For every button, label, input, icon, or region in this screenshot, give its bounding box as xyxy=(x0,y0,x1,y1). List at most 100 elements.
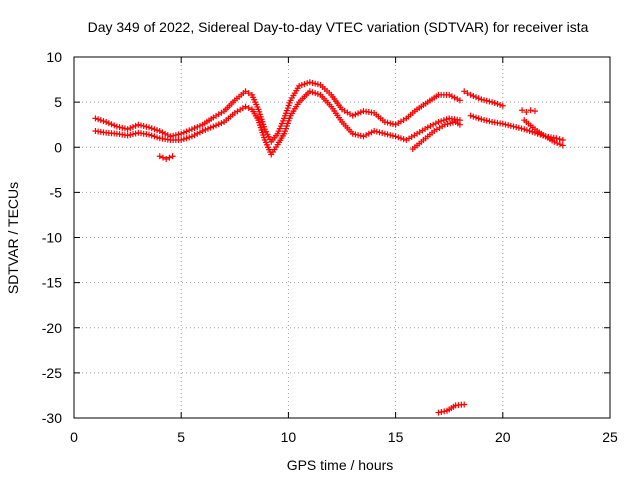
data-point xyxy=(556,136,563,143)
data-point xyxy=(486,98,493,105)
y-axis-label: SDTVAR / TECUs xyxy=(5,182,21,294)
data-point xyxy=(376,129,383,136)
gridlines xyxy=(74,57,610,418)
data-point xyxy=(461,88,468,95)
data-point xyxy=(551,138,558,145)
data-point xyxy=(478,116,485,123)
data-point xyxy=(188,126,195,133)
data-point xyxy=(389,132,396,139)
data-point xyxy=(178,137,185,144)
data-point xyxy=(400,136,407,143)
data-point xyxy=(519,107,526,114)
data-point xyxy=(365,130,372,137)
data-point xyxy=(451,94,458,101)
data-point xyxy=(178,130,185,137)
x-tick-label: 25 xyxy=(602,429,618,445)
data-point xyxy=(497,101,504,108)
data-point xyxy=(373,128,380,135)
data-point xyxy=(523,127,530,134)
data-point xyxy=(162,130,169,137)
data-point xyxy=(196,122,203,129)
x-tick-label: 20 xyxy=(495,429,511,445)
data-point xyxy=(314,91,321,98)
data-point xyxy=(513,124,520,131)
series-track-d xyxy=(461,88,506,109)
data-point xyxy=(314,81,321,88)
data-point xyxy=(180,136,187,143)
data-point xyxy=(470,113,477,120)
data-point xyxy=(357,132,364,139)
data-point xyxy=(154,127,161,134)
data-point xyxy=(163,155,170,162)
data-point xyxy=(124,126,131,133)
data-point xyxy=(521,126,528,133)
data-point xyxy=(105,120,112,127)
data-point xyxy=(146,124,153,131)
y-tick-label: -30 xyxy=(42,410,62,426)
data-point xyxy=(449,119,456,126)
data-point xyxy=(444,121,451,128)
data-point xyxy=(156,128,163,135)
data-point xyxy=(135,121,142,128)
data-point xyxy=(363,132,370,139)
y-tick-label: -10 xyxy=(42,230,62,246)
data-point xyxy=(384,131,391,138)
data-point xyxy=(108,121,115,128)
data-point xyxy=(427,123,434,130)
data-point xyxy=(435,118,442,125)
data-point xyxy=(454,95,461,102)
data-point xyxy=(175,131,182,138)
data-point xyxy=(218,120,225,127)
x-tick-label: 15 xyxy=(388,429,404,445)
data-point xyxy=(461,401,468,408)
data-point xyxy=(349,112,356,119)
data-point xyxy=(309,79,316,86)
series-track-b xyxy=(92,88,463,158)
data-point xyxy=(371,128,378,135)
data-point xyxy=(483,97,490,104)
data-point xyxy=(138,122,144,129)
data-point xyxy=(111,122,118,129)
data-point xyxy=(129,123,136,130)
data-point xyxy=(349,130,356,137)
data-point xyxy=(97,117,104,124)
data-point xyxy=(499,102,506,109)
y-tick-label: 0 xyxy=(54,139,62,155)
data-point xyxy=(473,114,479,121)
series-track-i xyxy=(435,401,468,416)
data-point xyxy=(523,109,530,116)
data-point xyxy=(159,129,166,136)
data-point xyxy=(202,126,209,133)
data-point xyxy=(360,133,367,140)
data-point xyxy=(470,93,477,100)
data-point xyxy=(355,110,362,117)
y-tick-label: -25 xyxy=(42,365,62,381)
data-point xyxy=(127,125,134,132)
data-point xyxy=(432,120,439,127)
data-point xyxy=(430,121,437,128)
data-point xyxy=(306,88,313,95)
data-point xyxy=(456,97,463,104)
data-point xyxy=(245,90,252,97)
data-point xyxy=(194,123,201,130)
data-point xyxy=(191,125,198,132)
data-point xyxy=(148,125,155,132)
data-point xyxy=(199,128,206,135)
data-point xyxy=(194,130,201,137)
data-point xyxy=(113,123,120,130)
data-point xyxy=(464,90,471,97)
data-point xyxy=(559,142,566,149)
data-point xyxy=(494,100,501,107)
data-point xyxy=(352,111,359,118)
chart-title: Day 349 of 2022, Sidereal Day-to-day VTE… xyxy=(88,19,589,35)
x-axis-label: GPS time / hours xyxy=(287,457,394,473)
data-point xyxy=(446,91,453,98)
data-point xyxy=(554,140,561,147)
data-point xyxy=(159,154,166,161)
data-point xyxy=(301,81,308,88)
data-point xyxy=(389,121,396,128)
data-point xyxy=(169,153,176,160)
data-point xyxy=(510,123,517,130)
data-point xyxy=(312,90,319,97)
